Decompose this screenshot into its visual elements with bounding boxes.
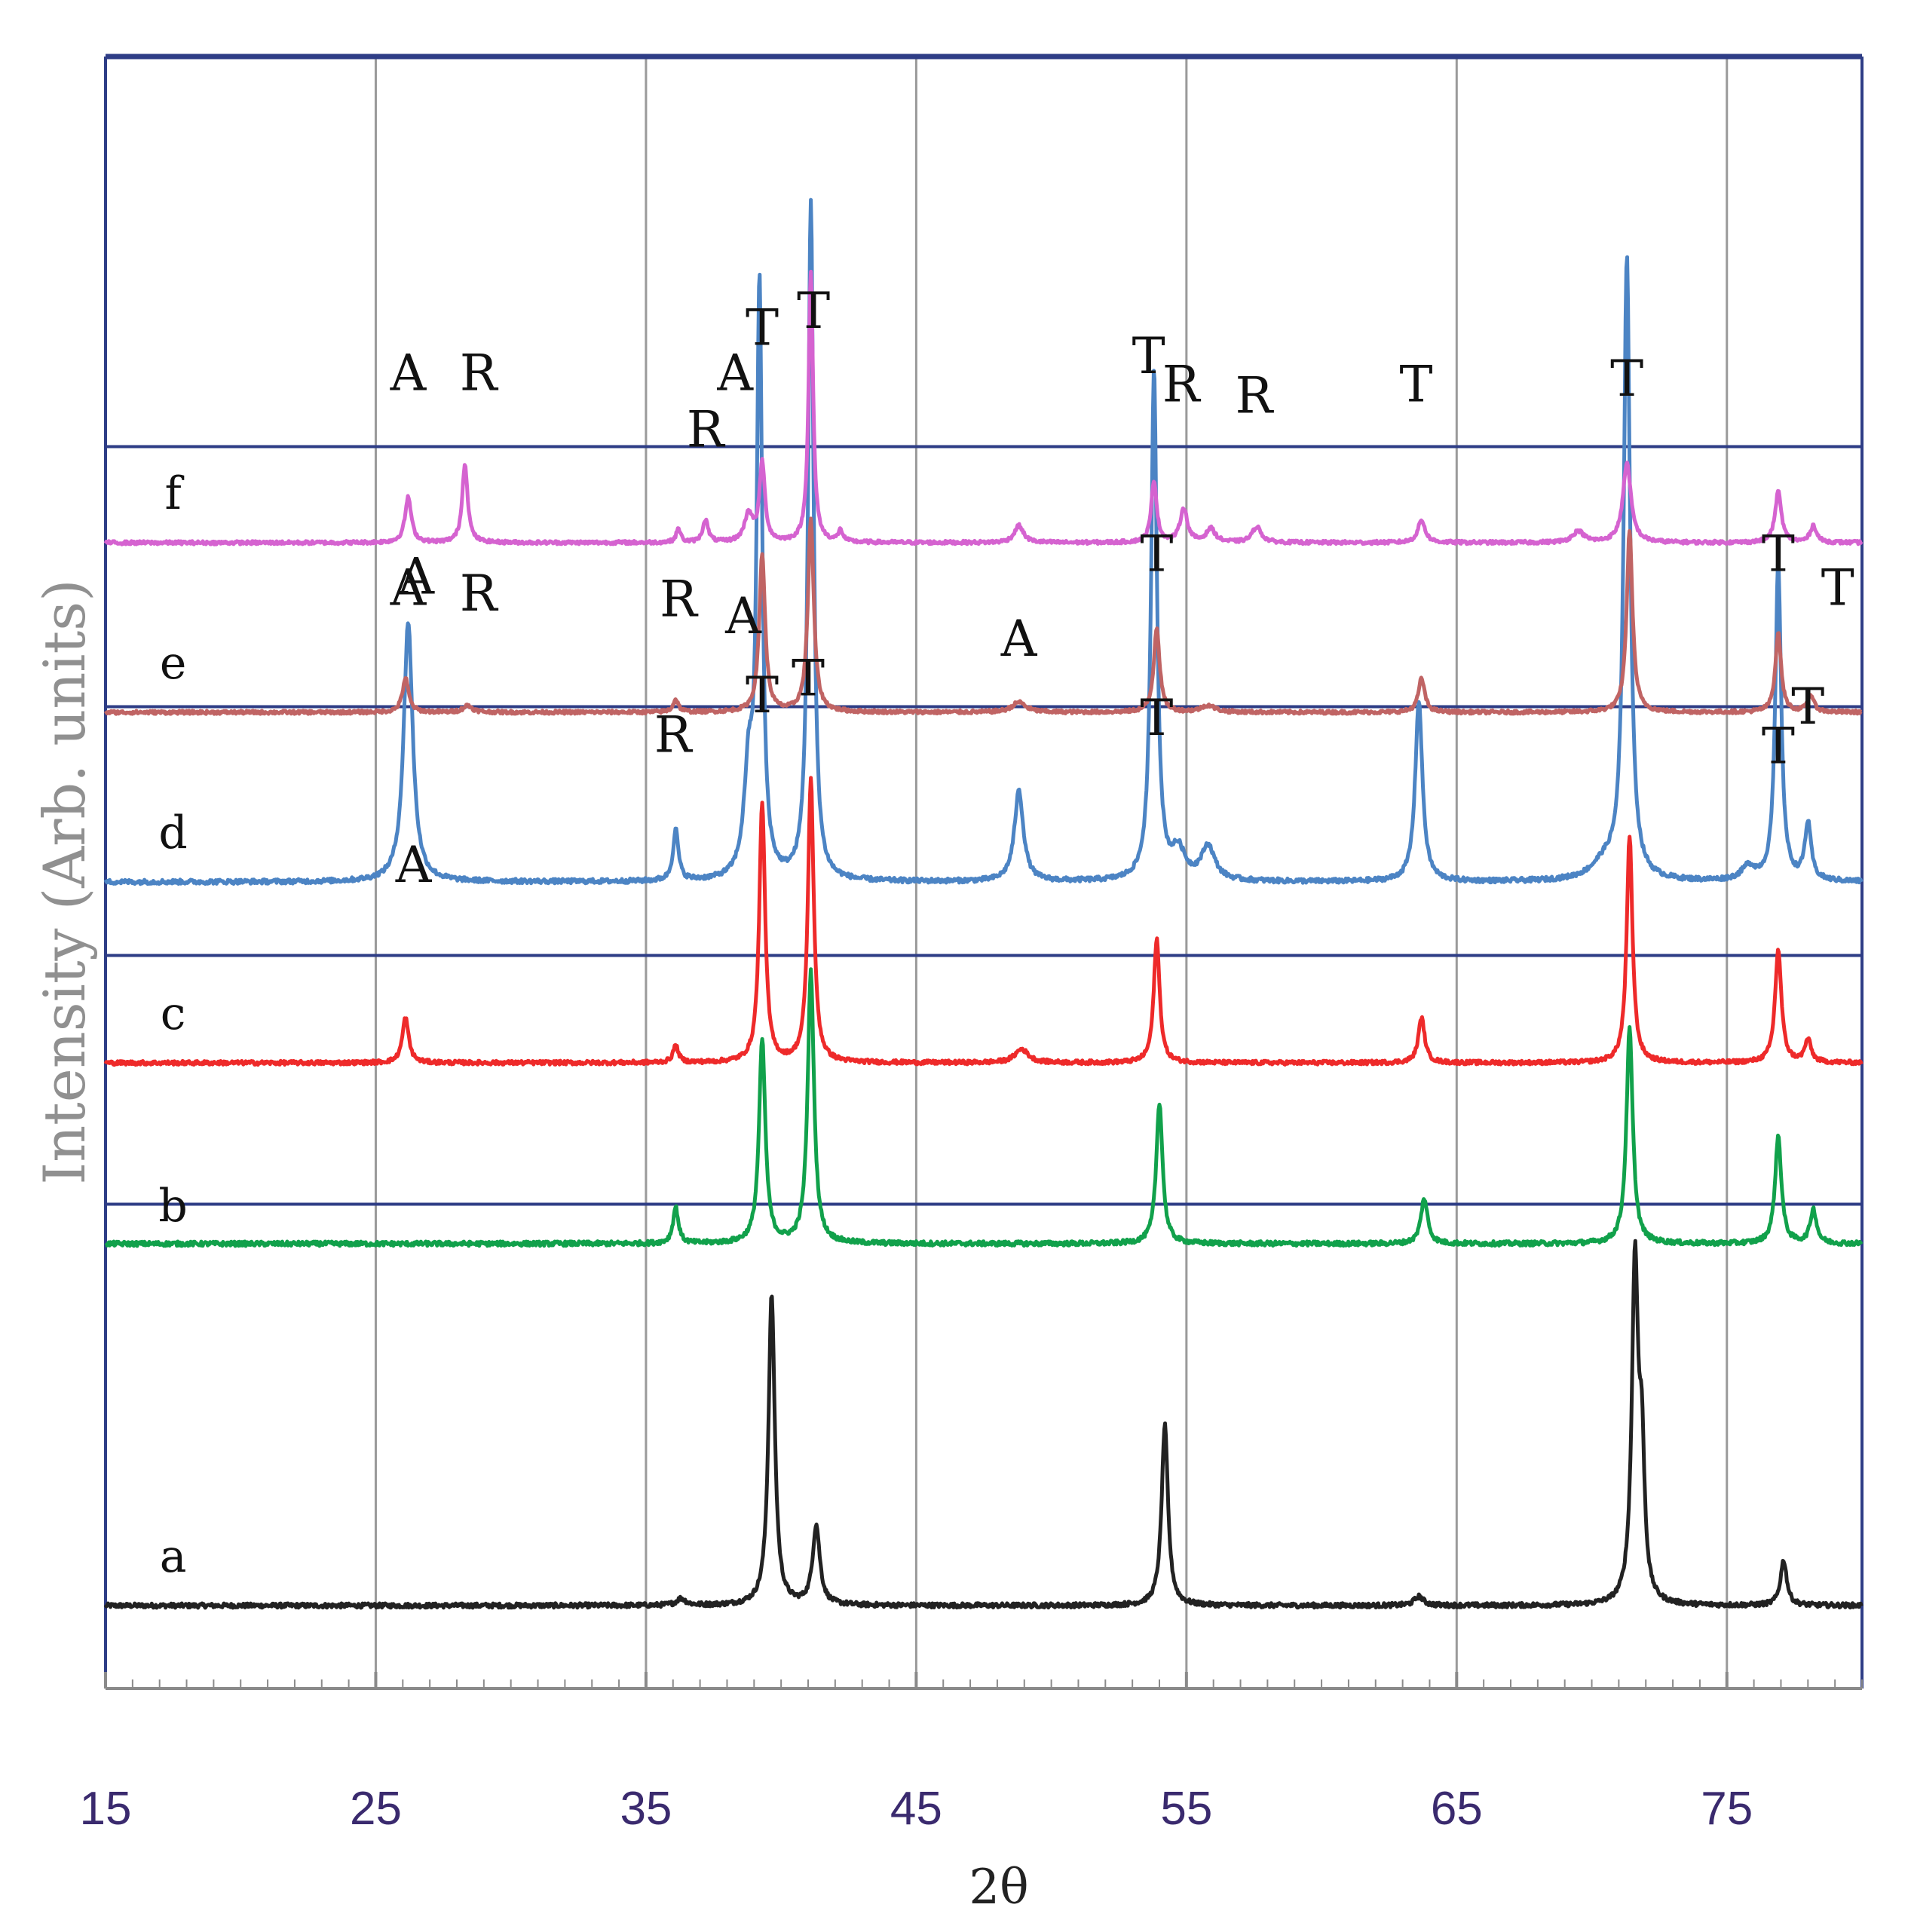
peak-label-T: T: [1400, 356, 1433, 414]
peak-label-R: R: [1162, 356, 1202, 414]
xrd-traces: [103, 197, 1864, 1610]
peak-label-T: T: [797, 282, 830, 340]
series-label-a: a: [160, 1530, 187, 1583]
peak-label-R: R: [460, 565, 499, 623]
trace-c: [103, 776, 1864, 1067]
series-label-e: e: [160, 637, 187, 690]
trace-a: [103, 1239, 1864, 1610]
peak-label-T: T: [1610, 350, 1643, 408]
x-tick-label: 25: [350, 1783, 402, 1835]
x-axis-title: 2θ: [969, 1860, 1028, 1915]
x-tick-label: 15: [80, 1783, 132, 1835]
x-tick-label: 45: [890, 1783, 942, 1835]
series-label-c: c: [161, 987, 186, 1040]
trace-f: [103, 269, 1864, 547]
trace-e: [103, 516, 1863, 716]
x-tick-label: 65: [1431, 1783, 1483, 1835]
peak-label-T: T: [1821, 559, 1854, 617]
x-tick-label: 35: [620, 1783, 672, 1835]
peak-label-T: T: [1762, 718, 1795, 776]
series-label-b: b: [158, 1180, 187, 1232]
peak-label-T: T: [1140, 525, 1173, 583]
peak-label-R: R: [1236, 367, 1275, 425]
series-label-f: f: [165, 467, 185, 520]
peak-label-T: T: [1132, 327, 1165, 385]
peak-label-R: R: [460, 344, 499, 403]
peak-label-T: T: [1762, 525, 1795, 583]
x-axis: 15 25 35 45 55 65 75: [80, 1672, 1863, 1835]
peak-label-T: T: [746, 666, 779, 724]
peak-label-A: A: [390, 559, 427, 617]
peak-label-A: A: [395, 836, 433, 894]
trace-b: [104, 967, 1864, 1248]
series-labels: a b c d e f: [158, 467, 187, 1583]
trace-d: [103, 197, 1864, 886]
peak-label-T: T: [1140, 689, 1173, 747]
peak-label-T: T: [746, 299, 779, 357]
peak-label-A: A: [1000, 610, 1038, 668]
x-tick-label: 75: [1701, 1783, 1753, 1835]
peak-label-T: T: [792, 650, 825, 708]
peak-label-A: A: [390, 344, 427, 403]
grid-lines: [374, 57, 1729, 1689]
x-tick-label: 55: [1160, 1783, 1212, 1835]
peak-label-A: A: [716, 344, 754, 403]
y-axis-title: Intensity (Arb. units): [31, 579, 98, 1185]
peak-label-T: T: [1791, 678, 1824, 736]
series-label-d: d: [158, 807, 187, 859]
peak-label-R: R: [660, 571, 699, 629]
peak-label-A: A: [724, 587, 762, 645]
peak-label-R: R: [687, 401, 726, 459]
peak-label-R: R: [654, 706, 694, 764]
peak-label-A: A: [397, 548, 435, 606]
